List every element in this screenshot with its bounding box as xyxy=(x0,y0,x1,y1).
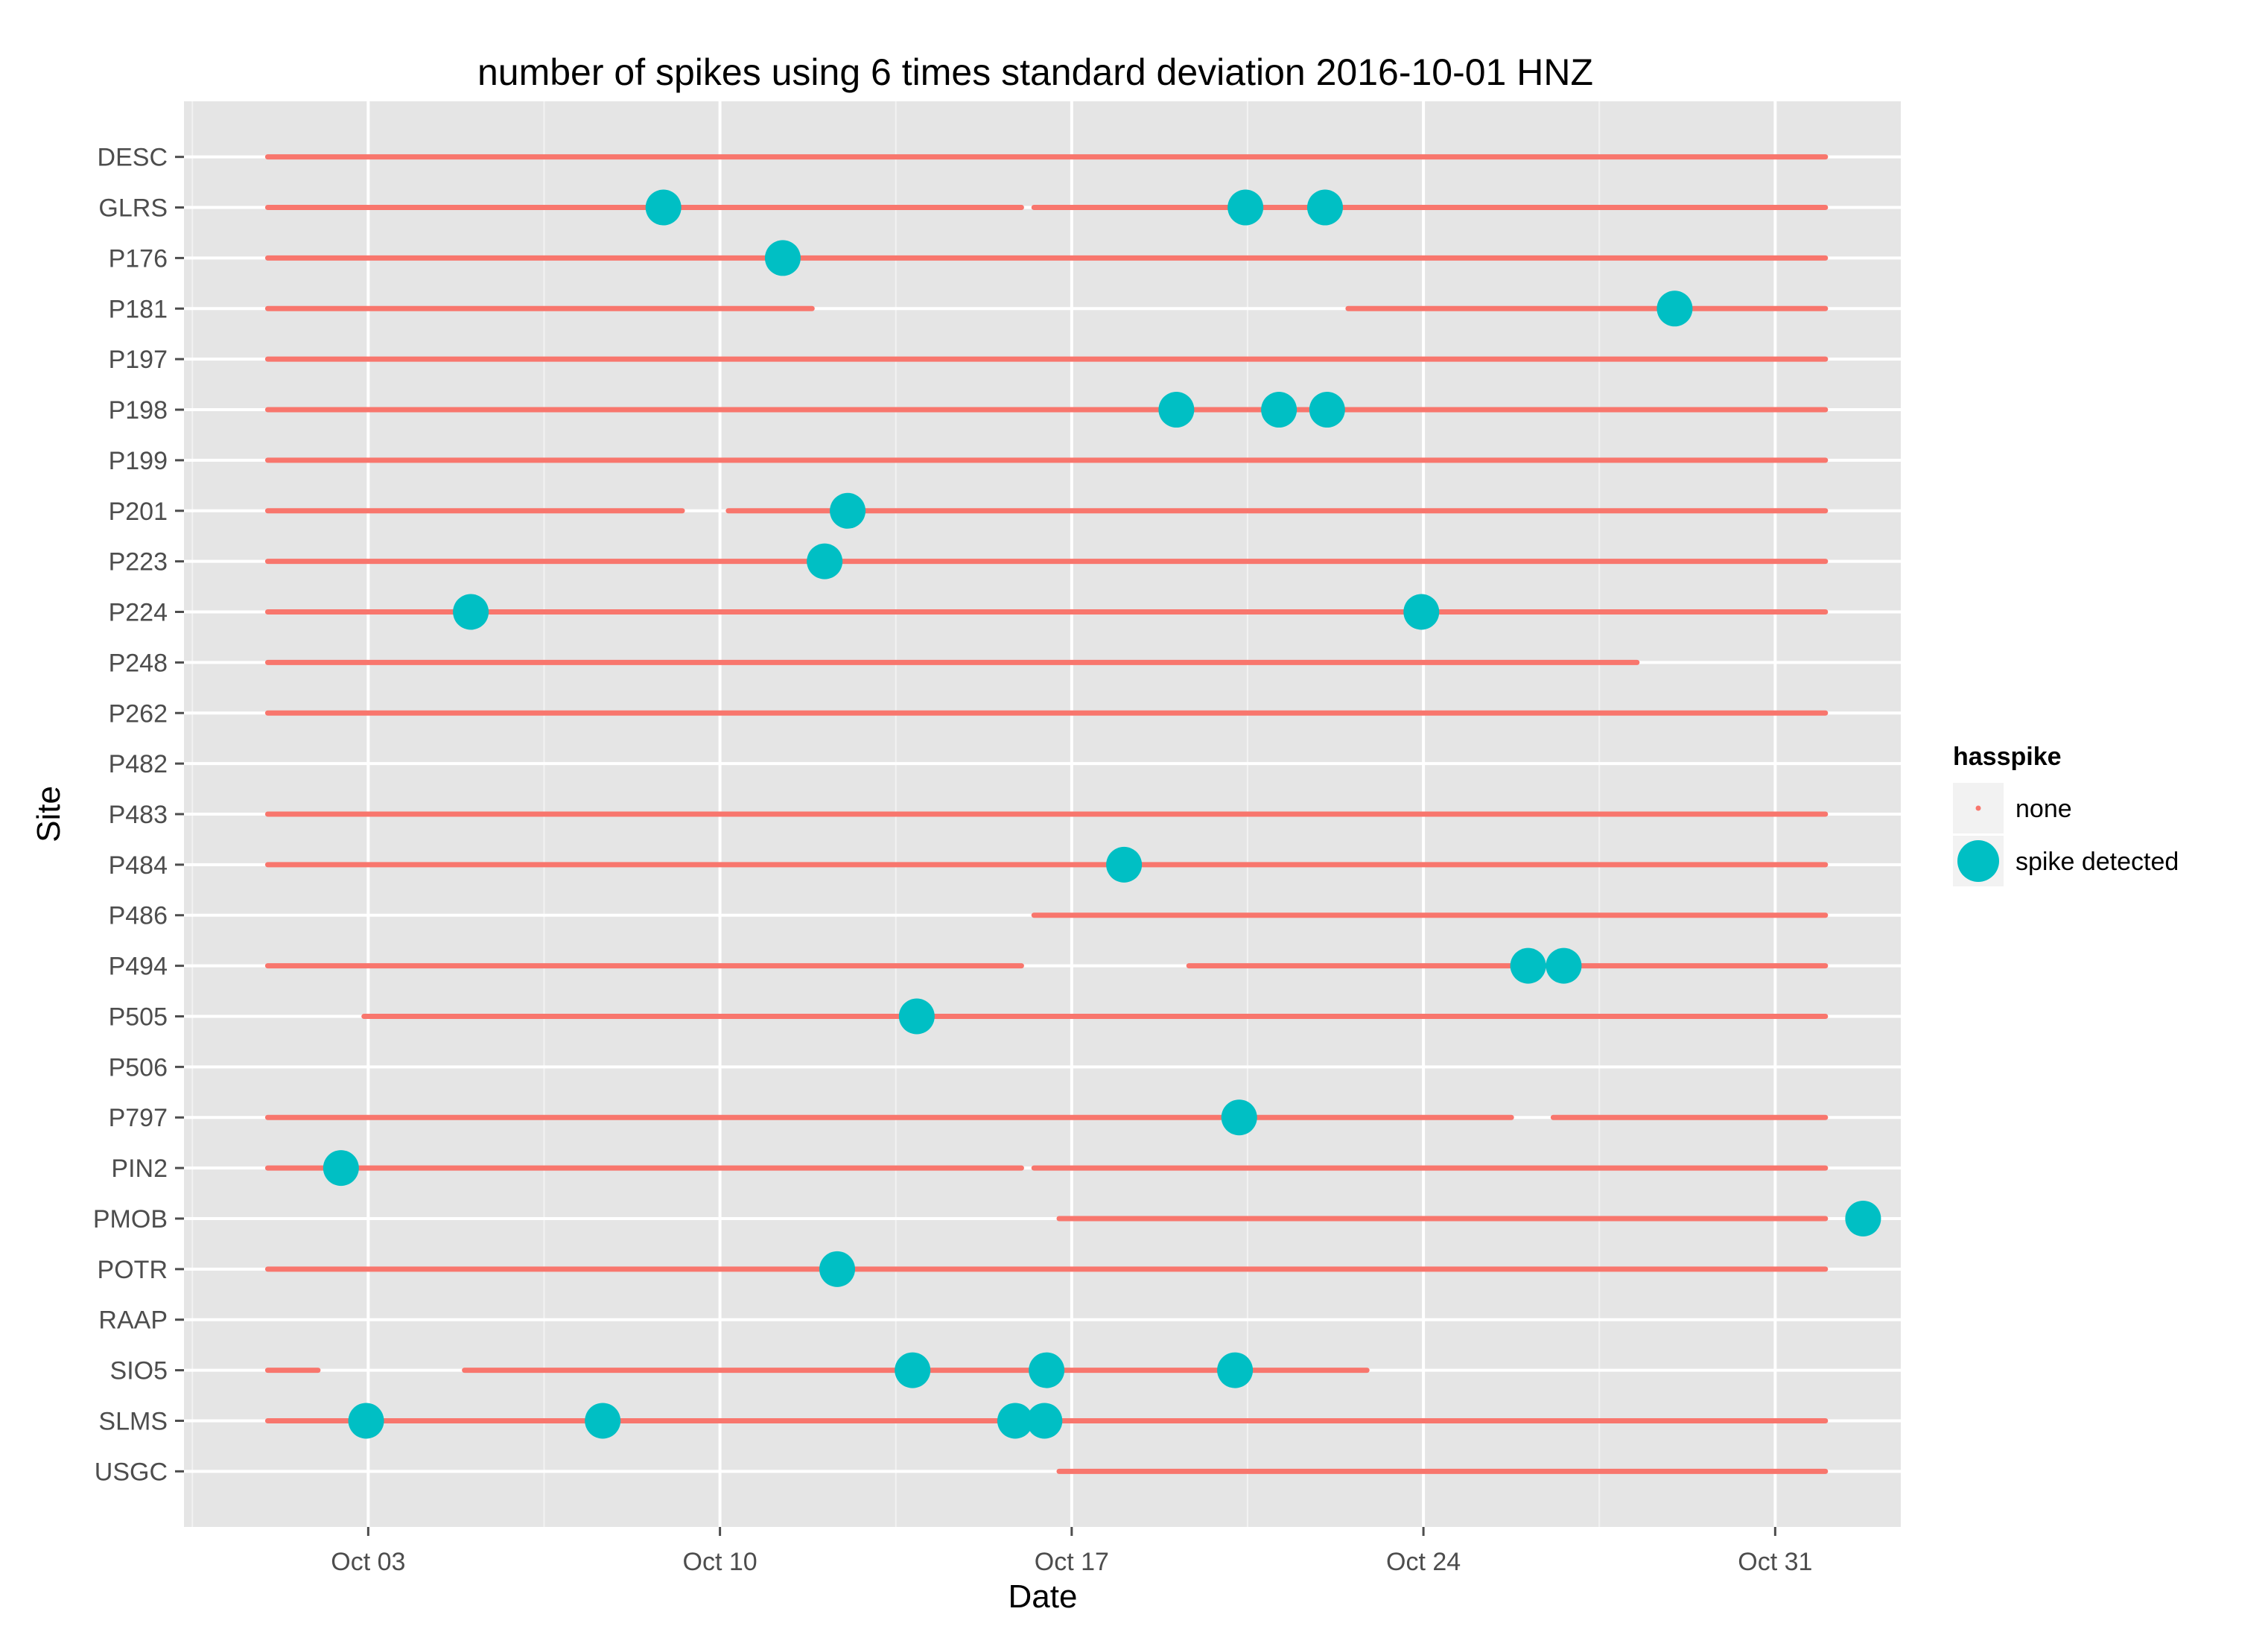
y-tick-label-p201: P201 xyxy=(109,498,168,526)
spike-point xyxy=(1029,1352,1065,1388)
y-tick-label-raap: RAAP xyxy=(98,1306,168,1335)
spike-point xyxy=(1656,290,1693,327)
y-tick-label-pmob: PMOB xyxy=(93,1205,168,1233)
legend: hasspike none spike detected xyxy=(1953,743,2179,886)
spike-point xyxy=(1106,846,1143,883)
y-tick-label-p223: P223 xyxy=(109,548,168,577)
spike-point xyxy=(1306,189,1343,226)
spike-point xyxy=(1309,392,1345,428)
spike-point xyxy=(1221,1099,1257,1136)
y-tick-label-p262: P262 xyxy=(109,699,168,728)
y-tick-label-potr: POTR xyxy=(98,1256,168,1284)
spike-point xyxy=(997,1403,1033,1439)
y-tick-label-p506: P506 xyxy=(109,1053,168,1082)
none-series xyxy=(264,154,1829,1474)
y-tick-label-usgc: USGC xyxy=(95,1458,168,1486)
spike-point xyxy=(819,1251,856,1287)
spike-point xyxy=(1227,189,1264,226)
y-tick-label-p224: P224 xyxy=(109,599,168,627)
spike-point xyxy=(1403,594,1440,630)
y-axis-title: Site xyxy=(31,786,67,842)
spike-point xyxy=(830,492,866,529)
x-tick-label: Oct 24 xyxy=(1386,1548,1461,1576)
legend-title: hasspike xyxy=(1953,743,2062,771)
y-tick-label-p797: P797 xyxy=(109,1104,168,1132)
x-tick-label: Oct 31 xyxy=(1738,1548,1812,1576)
x-tick-label: Oct 03 xyxy=(331,1548,405,1576)
legend-label-spike: spike detected xyxy=(2016,848,2179,876)
spike-point xyxy=(1845,1200,1881,1236)
y-tick-label-pin2: PIN2 xyxy=(111,1155,168,1183)
y-tick-label-sio5: SIO5 xyxy=(110,1357,168,1385)
y-tick-label-glrs: GLRS xyxy=(98,194,168,223)
y-tick-label-p248: P248 xyxy=(109,649,168,677)
y-axis: USGC SLMS SIO5 RAAP POTR PMOB PIN2 P797 P506 P505… xyxy=(93,144,184,1486)
y-tick-label-p483: P483 xyxy=(109,801,168,829)
spike-point xyxy=(1158,392,1195,428)
legend-key-none-marker xyxy=(1975,805,1981,811)
spike-point xyxy=(348,1403,384,1439)
legend-label-none: none xyxy=(2016,795,2072,823)
x-tick-label: Oct 17 xyxy=(1035,1548,1109,1576)
spike-series xyxy=(323,189,1881,1439)
spike-point xyxy=(1546,947,1582,984)
spike-point xyxy=(645,189,682,226)
spike-point xyxy=(898,998,935,1035)
y-tick-label-p181: P181 xyxy=(109,295,168,323)
spike-point xyxy=(807,543,843,579)
y-tick-label-p198: P198 xyxy=(109,396,168,425)
spike-point xyxy=(895,1352,931,1388)
x-tick-label: Oct 10 xyxy=(683,1548,757,1576)
y-tick-label-p494: P494 xyxy=(109,953,168,981)
chart-title: number of spikes using 6 times standard … xyxy=(477,51,1593,93)
x-axis: Oct 03 Oct 10 Oct 17 Oct 24 Oct 31 xyxy=(331,1527,1812,1576)
spike-point xyxy=(764,240,801,276)
y-tick-label-p484: P484 xyxy=(109,851,168,880)
x-axis-title: Date xyxy=(1008,1578,1078,1615)
spike-point xyxy=(453,594,489,630)
y-tick-label-p199: P199 xyxy=(109,447,168,475)
y-tick-label-p197: P197 xyxy=(109,346,168,374)
y-tick-label-p486: P486 xyxy=(109,902,168,930)
spike-point xyxy=(1217,1352,1254,1388)
y-tick-label-desc: DESC xyxy=(98,144,168,172)
y-tick-label-p176: P176 xyxy=(109,244,168,273)
y-tick-label-slms: SLMS xyxy=(98,1407,168,1435)
spike-point xyxy=(1261,392,1297,428)
spike-point xyxy=(585,1403,621,1439)
y-tick-label-p482: P482 xyxy=(109,750,168,778)
legend-key-spike-marker xyxy=(1957,840,1999,882)
y-tick-label-p505: P505 xyxy=(109,1003,168,1031)
spike-point xyxy=(1026,1403,1063,1439)
spike-point xyxy=(1510,947,1546,984)
spike-point xyxy=(323,1150,359,1187)
